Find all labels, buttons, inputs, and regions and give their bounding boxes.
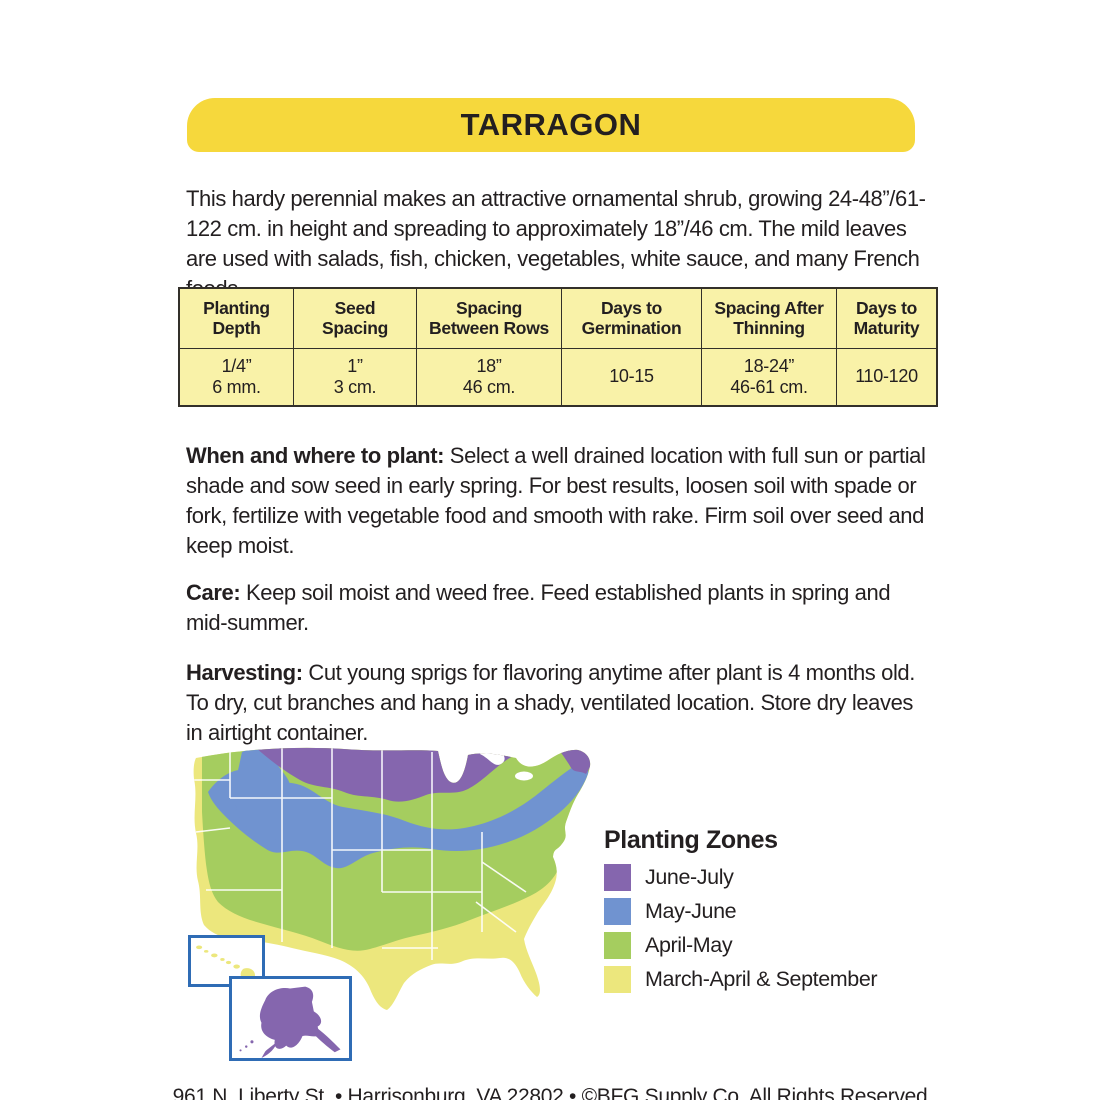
col-header-days-to-germination: Days to Germination bbox=[561, 287, 702, 349]
legend-item-april-may: April-May bbox=[604, 931, 877, 959]
plant-description: This hardy perennial makes an attractive… bbox=[186, 186, 926, 301]
title-banner: TARRAGON bbox=[187, 98, 915, 152]
legend-label-june-july: June-July bbox=[645, 864, 734, 889]
footer-address: 961 N. Liberty St. • Harrisonburg, VA 22… bbox=[172, 1085, 928, 1100]
section-when-and-where: When and where to plant: Select a well d… bbox=[186, 441, 934, 561]
value-spacing-between-rows: 18” 46 cm. bbox=[416, 347, 562, 407]
value-days-to-maturity: 110-120 bbox=[836, 347, 938, 407]
section-care-label: Care: bbox=[186, 580, 241, 605]
section-care: Care: Keep soil moist and weed free. Fee… bbox=[186, 578, 934, 638]
col-header-seed-spacing: Seed Spacing bbox=[293, 287, 417, 349]
planting-info-table: Planting Depth Seed Spacing Spacing Between… bbox=[178, 287, 938, 407]
zone-swatch-june-july bbox=[604, 863, 631, 891]
planting-zones-legend: Planting Zones June-July May-June April-… bbox=[604, 826, 878, 999]
col-header-days-to-maturity: Days to Maturity bbox=[836, 287, 938, 349]
section-harvest-label: Harvesting: bbox=[186, 660, 303, 685]
table-header-row: Planting Depth Seed Spacing Spacing Between… bbox=[178, 287, 938, 349]
state-borders bbox=[194, 747, 527, 960]
zone-swatch-april-may bbox=[604, 931, 631, 959]
legend-label-april-may: April-May bbox=[645, 932, 733, 957]
page-title: TARRAGON bbox=[460, 107, 642, 142]
zone-swatch-may-june bbox=[604, 897, 631, 925]
zone-swatch-march-april-september bbox=[604, 965, 631, 993]
value-spacing-after-thinning: 18-24” 46-61 cm. bbox=[701, 347, 837, 407]
value-days-to-germination: 10-15 bbox=[561, 347, 702, 407]
section-harvesting: Harvesting: Cut young sprigs for flavori… bbox=[186, 658, 934, 748]
section-when-label: When and where to plant: bbox=[186, 443, 445, 468]
legend-label-march-april-september: March-April & September bbox=[645, 966, 878, 991]
legend-heading: Planting Zones bbox=[604, 826, 778, 854]
section-harvest-text: Cut young sprigs for flavoring anytime a… bbox=[186, 660, 915, 745]
value-seed-spacing: 1” 3 cm. bbox=[293, 347, 417, 407]
section-when-text: Select a well drained location with full… bbox=[186, 443, 926, 558]
col-header-planting-depth: Planting Depth bbox=[178, 287, 294, 349]
alaska-shape bbox=[239, 986, 341, 1058]
legend-label-may-june: May-June bbox=[645, 898, 737, 923]
col-header-spacing-between-rows: Spacing Between Rows bbox=[416, 287, 562, 349]
value-planting-depth: 1/4” 6 mm. bbox=[178, 347, 294, 407]
legend-item-march-april-september: March-April & September bbox=[604, 965, 878, 993]
legend-item-june-july: June-July bbox=[604, 863, 877, 891]
section-care-text: Keep soil moist and weed free. Feed esta… bbox=[186, 580, 891, 635]
hawaii-inset bbox=[188, 935, 265, 987]
legend-item-may-june: May-June bbox=[604, 897, 877, 925]
alaska-inset bbox=[229, 976, 352, 1061]
zone-may-june-region bbox=[208, 749, 589, 869]
table-value-row: 1/4” 6 mm. 1” 3 cm. 18” 46 cm. 10-15 18-24”… bbox=[178, 347, 938, 407]
col-header-spacing-after-thinning: Spacing After Thinning bbox=[701, 287, 837, 349]
